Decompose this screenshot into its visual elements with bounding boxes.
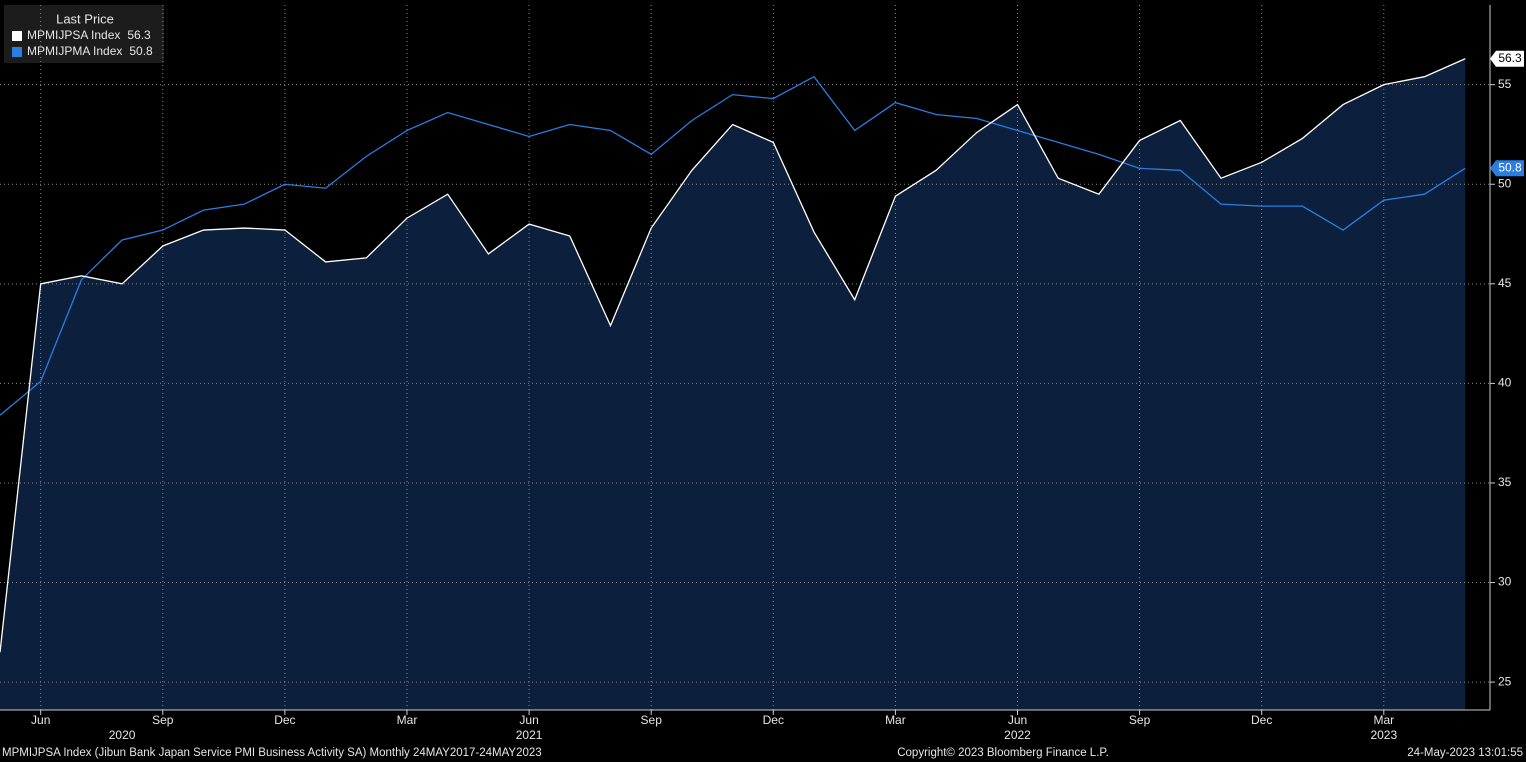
line — [0, 58, 1466, 653]
footer-right: 24-May-2023 13:01:55 — [1407, 747, 1523, 759]
legend-name: MPMIJPMA Index — [27, 44, 122, 58]
area — [0, 58, 1466, 711]
year-label: 2020 — [109, 728, 136, 742]
x-tick-label: Sep — [1129, 713, 1151, 727]
y-tick-label: 45 — [1498, 276, 1512, 290]
legend-value: 50.8 — [129, 44, 153, 58]
legend-label: MPMIJPMA Index 50.8 — [27, 44, 153, 58]
legend-name: MPMIJPSA Index — [27, 28, 120, 42]
x-tick-label: Sep — [641, 713, 663, 727]
y-tick-label: 50 — [1498, 176, 1512, 190]
year-label: 2023 — [1370, 728, 1397, 742]
y-tick-label: 55 — [1498, 77, 1512, 91]
value-tag-label: 56.3 — [1498, 51, 1522, 65]
value-tag — [1490, 50, 1524, 67]
legend-label: MPMIJPSA Index 56.3 — [27, 28, 151, 42]
legend-swatch — [12, 31, 22, 41]
x-tick-label: Jun — [1008, 713, 1027, 727]
y-tick-label: 25 — [1498, 674, 1512, 688]
x-tick-label: Dec — [763, 713, 784, 727]
footer-left: MPMIJPSA Index (Jibun Bank Japan Service… — [2, 747, 542, 759]
value-tag-label: 50.8 — [1498, 160, 1522, 174]
x-tick-label: Mar — [885, 713, 906, 727]
value-tag — [1490, 160, 1524, 177]
x-tick-label: Dec — [1251, 713, 1272, 727]
x-tick-label: Jun — [519, 713, 538, 727]
x-tick-label: Mar — [397, 713, 418, 727]
year-label: 2021 — [516, 728, 543, 742]
legend-box — [4, 5, 164, 63]
year-label: 2022 — [1004, 728, 1031, 742]
x-tick-label: Dec — [274, 713, 295, 727]
legend-title: Last Price — [56, 11, 114, 26]
x-tick-label: Mar — [1373, 713, 1394, 727]
x-tick-label: Sep — [152, 713, 174, 727]
line — [0, 75, 1466, 416]
legend-value: 56.3 — [127, 28, 151, 42]
y-tick-label: 30 — [1498, 575, 1512, 589]
y-tick-label: 40 — [1498, 376, 1512, 390]
footer-center: Copyright© 2023 Bloomberg Finance L.P. — [897, 747, 1109, 759]
y-tick-label: 35 — [1498, 475, 1512, 489]
x-tick-label: Jun — [31, 713, 50, 727]
legend-swatch — [12, 47, 22, 57]
